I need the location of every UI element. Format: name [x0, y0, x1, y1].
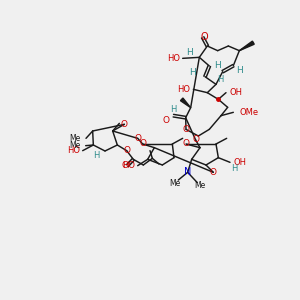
Polygon shape — [180, 98, 191, 108]
Text: O: O — [182, 125, 190, 134]
Text: O: O — [139, 140, 146, 148]
Text: H: H — [231, 164, 237, 173]
Text: HO: HO — [177, 85, 190, 94]
Text: HO: HO — [167, 54, 180, 63]
Text: Me: Me — [69, 141, 81, 150]
Text: Me: Me — [70, 134, 81, 143]
Text: N: N — [184, 167, 191, 177]
Text: OH: OH — [233, 158, 246, 167]
Text: Me: Me — [170, 178, 181, 188]
Text: H: H — [214, 61, 221, 70]
Text: H: H — [186, 48, 193, 57]
Polygon shape — [239, 41, 254, 51]
Text: O: O — [123, 146, 130, 155]
Text: O: O — [162, 116, 169, 125]
Text: O: O — [201, 32, 208, 42]
Text: OMe: OMe — [239, 108, 259, 117]
Text: HO: HO — [122, 161, 135, 170]
Text: H: H — [218, 76, 224, 85]
Text: H: H — [189, 68, 196, 77]
Text: H: H — [93, 152, 99, 160]
Text: H: H — [170, 106, 176, 115]
Text: HO: HO — [67, 146, 80, 155]
Text: O: O — [182, 140, 190, 148]
Text: H: H — [236, 66, 243, 75]
Text: O: O — [122, 161, 129, 170]
Text: O: O — [121, 120, 128, 129]
Text: OH: OH — [229, 88, 242, 97]
Text: O: O — [134, 134, 141, 143]
Text: O: O — [210, 168, 217, 177]
Text: O: O — [192, 136, 199, 145]
Text: Me: Me — [195, 181, 206, 190]
